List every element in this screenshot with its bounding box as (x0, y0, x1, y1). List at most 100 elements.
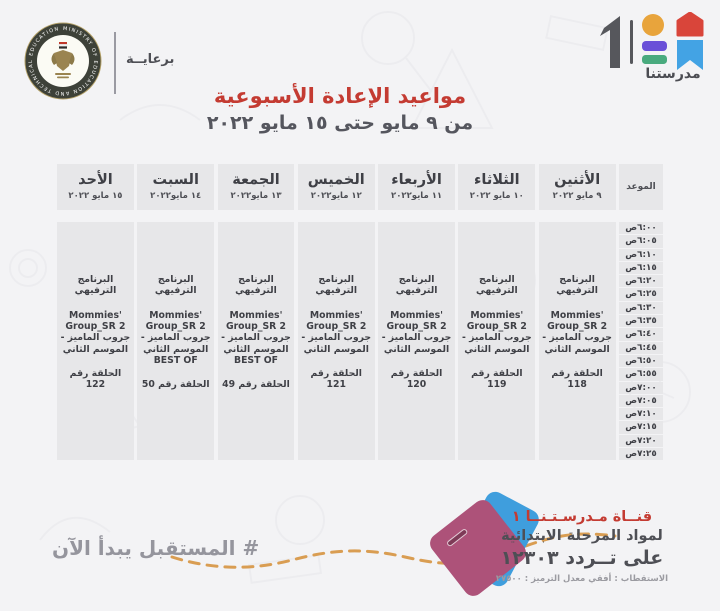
time-slot: ٧:١٠ص (619, 408, 663, 421)
time-slot: ٧:٢٠ص (619, 434, 663, 448)
program-title-en: Mommies' Group_SR 2 (145, 309, 206, 332)
episode-number: الحلقة رقم 50 (141, 379, 210, 391)
program-title-ar: جروب الماميز - الموسم الثاني (301, 331, 372, 355)
schedule-table: الموعد ٦:٠٠ص ٦:٠٥ص ٦:١٠ص ٦:١٥ص ٦:٢٠ص ٦:٢… (57, 164, 663, 461)
day-date: ٩ مايو ٢٠٢٢ (552, 190, 602, 201)
program-edition: BEST OF (153, 355, 198, 367)
time-slot: ٦:٣٥ص (619, 315, 663, 328)
eagle-emblem-icon (51, 42, 75, 79)
day-header: السبت ١٤ مايو٢٠٢٢ (137, 164, 215, 210)
episode-number: الحلقة رقم 49 (222, 379, 290, 391)
day-name: الثلاثاء (474, 172, 520, 189)
day-column-tuesday: الثلاثاء ١٠ مايو ٢٠٢٢ البرنامج الترفيهي … (458, 164, 536, 461)
program-category: البرنامج الترفيهي (395, 273, 438, 296)
channel-line: قنــاة مـدرسـتـنــا ١ (511, 509, 653, 525)
day-name: الأربعاء (391, 172, 442, 189)
day-column-friday: الجمعة ١٣ مايو٢٠٢٢ البرنامج الترفيهي Mom… (217, 164, 295, 461)
audience-line: لمواد المرحلة الابتدائية (501, 528, 663, 544)
time-slot: ٧:٢٥ص (619, 448, 663, 461)
patronage-label: برعايــة (126, 52, 175, 67)
program-title-en: Mommies' Group_SR 2 (225, 309, 287, 332)
red-house-icon (676, 12, 704, 37)
program-title-ar: جروب الماميز - الموسم الثاني (461, 331, 532, 355)
day-name: الأثنين (554, 172, 601, 189)
day-column-thursday: الخميس ١٢ مايو٢٠٢٢ البرنامج الترفيهي Mom… (297, 164, 375, 461)
episode-number: الحلقة رقم 121 (310, 368, 362, 391)
program-category: البرنامج الترفيهي (74, 273, 117, 296)
time-slot: ٦:١٠ص (619, 248, 663, 261)
episode-number: الحلقة رقم 119 (471, 368, 523, 391)
day-name: الأحد (78, 172, 113, 189)
day-column-sunday: الأحد ١٥ مايو ٢٠٢٢ البرنامج الترفيهي Mom… (57, 164, 134, 461)
episode-number: الحلقة رقم 122 (69, 368, 122, 391)
program-category: البرنامج الترفيهي (315, 273, 358, 296)
technical-line: الاستقطاب : أفقي معدل الترميز : ٢٧٥٠٠ (495, 574, 668, 584)
blue-bookmark-icon (677, 40, 703, 70)
day-header: الأثنين ٩ مايو ٢٠٢٢ (538, 164, 616, 210)
time-slot: ٦:٢٥ص (619, 288, 663, 301)
day-column-wednesday: الأربعاء ١١ مايو٢٠٢٢ البرنامج الترفيهي M… (378, 164, 455, 461)
program-cell: البرنامج الترفيهي Mommies' Group_SR 2 جر… (57, 222, 134, 460)
book-slot-detail (445, 527, 469, 548)
program-category: البرنامج الترفيهي (556, 273, 598, 296)
logo-separator-bar (630, 20, 633, 64)
page-title: مواعيد الإعادة الأسبوعية (213, 84, 467, 108)
title-block: مواعيد الإعادة الأسبوعية من ٩ مايو حتى ١… (0, 84, 680, 134)
day-date: ١١ مايو٢٠٢٢ (391, 190, 443, 201)
program-edition: BEST OF (234, 355, 278, 367)
time-slot: ٦:٤٠ص (619, 328, 663, 341)
day-header: الأحد ١٥ مايو ٢٠٢٢ (57, 164, 134, 210)
day-date: ١٢ مايو٢٠٢٢ (310, 190, 362, 201)
hashtag-slogan: # المستقبل يبدأ الآن (52, 536, 260, 560)
day-name: السبت (152, 172, 199, 189)
day-column-monday: الأثنين ٩ مايو ٢٠٢٢ البرنامج الترفيهي Mo… (538, 164, 616, 461)
program-title-ar: جروب الماميز - الموسم الثاني (221, 331, 291, 355)
time-slot: ٦:١٥ص (619, 261, 663, 275)
day-name: الخميس (307, 172, 365, 189)
purple-bar-icon (642, 41, 667, 51)
day-column-saturday: السبت ١٤ مايو٢٠٢٢ البرنامج الترفيهي Momm… (137, 164, 215, 461)
channel-name-label: مدرستنا (645, 66, 701, 82)
time-slot: ٦:٠٥ص (619, 235, 663, 248)
time-slot: ٦:٠٠ص (619, 222, 663, 235)
frequency-line: على تــردد ١٢٣٠٣ (500, 547, 664, 569)
program-title-en: Mommies' Group_SR 2 (306, 309, 367, 332)
time-slot: ٦:٣٠ص (619, 301, 663, 315)
program-cell: البرنامج الترفيهي Mommies' Group_SR 2 جر… (217, 222, 295, 460)
date-range-subtitle: من ٩ مايو حتى ١٥ مايو ٢٠٢٢ (206, 112, 474, 134)
ministry-seal-logo: MINISTRY OF EDUCATION AND TECHNICAL EDUC… (24, 22, 102, 100)
day-date: ١٥ مايو ٢٠٢٢ (68, 190, 123, 201)
channel-info-block: قنــاة مـدرسـتـنــا ١ لمواد المرحلة الاب… (496, 508, 668, 585)
episode-number: الحلقة رقم 120 (390, 368, 443, 391)
day-date: ١٠ مايو ٢٠٢٢ (469, 190, 524, 201)
program-title-en: Mommies' Group_SR 2 (386, 309, 447, 332)
program-title-ar: جروب الماميز - الموسم الثاني (542, 331, 612, 355)
time-slot: ٦:٥٠ص (619, 354, 663, 368)
channel-logo (600, 12, 704, 70)
program-category: البرنامج الترفيهي (235, 273, 277, 296)
program-title-ar: جروب الماميز - الموسم الثاني (140, 331, 211, 355)
program-title-en: Mommies' Group_SR 2 (466, 309, 527, 332)
day-header: الجمعة ١٣ مايو٢٠٢٢ (217, 164, 295, 210)
day-date: ١٣ مايو٢٠٢٢ (230, 190, 282, 201)
orange-circle-icon (642, 14, 664, 36)
program-cell: البرنامج الترفيهي Mommies' Group_SR 2 جر… (458, 222, 536, 460)
program-title-en: Mommies' Group_SR 2 (547, 309, 608, 332)
header-divider (114, 32, 116, 94)
time-slot: ٦:٢٠ص (619, 275, 663, 288)
program-title-ar: جروب الماميز - الموسم الثاني (60, 331, 131, 355)
program-title-ar: جروب الماميز - الموسم الثاني (381, 331, 452, 355)
time-slot: ٦:٥٥ص (619, 368, 663, 381)
time-column-header: الموعد (619, 164, 663, 210)
channel-number-one-glyph (600, 16, 620, 68)
day-name: الجمعة (232, 172, 280, 189)
episode-number: الحلقة رقم 118 (551, 368, 603, 391)
day-header: الخميس ١٢ مايو٢٠٢٢ (297, 164, 375, 210)
green-bar-icon (642, 55, 667, 64)
program-cell: البرنامج الترفيهي Mommies' Group_SR 2 جر… (297, 222, 375, 460)
time-slot: ٦:٤٥ص (619, 341, 663, 354)
program-title-en: Mommies' Group_SR 2 (65, 309, 126, 332)
program-category: البرنامج الترفيهي (154, 273, 197, 296)
